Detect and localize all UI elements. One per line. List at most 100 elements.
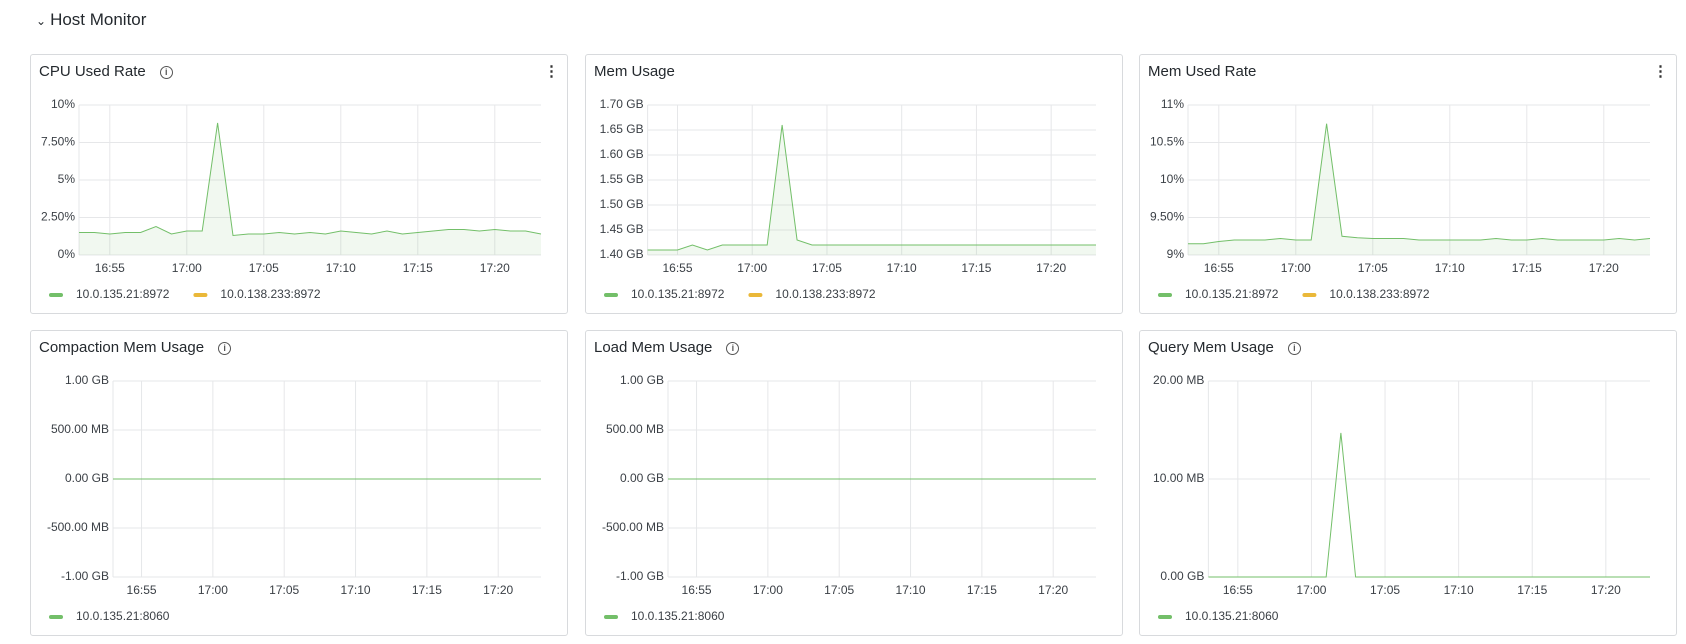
- panel: 9% 9.50% 10% 10.5% 11% 16:55 17:00 17:05 17:10 17…: [1139, 54, 1677, 314]
- legend-label[interactable]: 10.0.138.233:8972: [775, 287, 875, 301]
- panel-title: Mem Used Rate: [1148, 63, 1257, 80]
- y-tick-label: 0%: [58, 247, 76, 261]
- area: [647, 125, 1096, 255]
- y-tick-label: 11%: [1161, 97, 1184, 111]
- x-tick-label: 16:55: [682, 583, 712, 597]
- panel: -1.00 GB -500.00 MB 0.00 GB 500.00 MB 1.00 G…: [585, 330, 1123, 636]
- info-icon[interactable]: i: [218, 342, 232, 355]
- x-tick-label: 17:05: [249, 261, 279, 275]
- line: [1208, 432, 1650, 578]
- y-tick-label: 10%: [51, 97, 75, 111]
- y-tick-label: 500.00 MB: [606, 422, 664, 436]
- y-tick-label: 1.55 GB: [600, 172, 644, 186]
- legend-label[interactable]: 10.0.135.21:8972: [631, 287, 725, 301]
- x-tick-label: 17:15: [403, 261, 433, 275]
- line: [79, 122, 542, 237]
- y-tick-label: 500.00 MB: [51, 422, 109, 436]
- panel: -1.00 GB -500.00 MB 0.00 GB 500.00 MB 1.00 G…: [30, 330, 568, 636]
- legend-swatch: [748, 293, 763, 297]
- x-tick-label: 17:15: [412, 583, 442, 597]
- legend-swatch: [604, 615, 618, 619]
- panel-menu[interactable]: ⋮: [1653, 63, 1668, 80]
- y-tick-label: 0.00 GB: [65, 471, 109, 485]
- x-tick-label: 17:10: [1444, 583, 1474, 597]
- panel-header: Mem Used Rate: [1148, 63, 1256, 80]
- legend-label[interactable]: 10.0.135.21:8060: [1185, 609, 1279, 623]
- y-tick-label: 1.00 GB: [65, 373, 109, 387]
- x-tick-label: 17:05: [812, 261, 842, 275]
- x-tick-label: 17:20: [1038, 583, 1068, 597]
- chart: -1.00 GB -500.00 MB 0.00 GB 500.00 MB 1.00 G…: [602, 373, 1096, 623]
- x-tick-label: 17:00: [1281, 261, 1311, 275]
- y-tick-label: 20.00 MB: [1153, 373, 1204, 387]
- x-tick-label: 17:00: [172, 261, 202, 275]
- legend-swatch: [604, 293, 618, 297]
- x-tick-label: 17:05: [824, 583, 854, 597]
- legend-label[interactable]: 10.0.135.21:8972: [76, 287, 170, 301]
- x-tick-label: 17:15: [1512, 261, 1542, 275]
- x-tick-label: 17:00: [198, 583, 228, 597]
- legend-swatch: [1158, 615, 1172, 619]
- y-tick-label: 1.65 GB: [600, 122, 644, 136]
- y-tick-label: 10%: [1160, 172, 1184, 186]
- panel-header: Compaction Mem Usage i: [39, 339, 232, 356]
- x-tick-label: 17:10: [896, 583, 926, 597]
- legend-label[interactable]: 10.0.138.233:8972: [220, 287, 320, 301]
- chart: 1.40 GB 1.45 GB 1.50 GB 1.55 GB 1.60 GB 1.65 …: [600, 97, 1096, 301]
- x-tick-label: 16:55: [127, 583, 157, 597]
- panel-title: Load Mem Usage: [594, 339, 713, 356]
- y-tick-label: -500.00 MB: [47, 520, 109, 534]
- x-tick-label: 17:10: [326, 261, 356, 275]
- x-tick-label: 17:20: [483, 583, 513, 597]
- y-tick-label: 1.50 GB: [600, 197, 644, 211]
- info-icon[interactable]: i: [726, 342, 740, 355]
- legend-label[interactable]: 10.0.135.21:8060: [631, 609, 725, 623]
- panel-header: Query Mem Usage i: [1148, 339, 1301, 356]
- panel-header: CPU Used Rate i: [39, 63, 173, 80]
- panel: 0% 2.50% 5% 7.50% 10% 16:55 17:00 17:05 17:10 17:…: [30, 54, 568, 314]
- chart: -1.00 GB -500.00 MB 0.00 GB 500.00 MB 1.00 G…: [47, 373, 541, 623]
- chevron[interactable]: ⌄: [36, 14, 47, 28]
- y-tick-label: 10.00 MB: [1153, 471, 1204, 485]
- y-tick-label: -1.00 GB: [616, 569, 664, 583]
- x-tick-label: 17:20: [1591, 583, 1621, 597]
- x-tick-label: 17:15: [961, 261, 991, 275]
- legend-label[interactable]: 10.0.135.21:8972: [1185, 287, 1279, 301]
- y-tick-label: 0.00 GB: [620, 471, 664, 485]
- y-tick-label: 10.5%: [1150, 135, 1184, 149]
- x-tick-label: 17:10: [887, 261, 917, 275]
- legend-swatch: [49, 615, 63, 619]
- y-tick-label: 1.45 GB: [600, 222, 644, 236]
- chart: 9% 9.50% 10% 10.5% 11% 16:55 17:00 17:05 17:10 17…: [1150, 97, 1651, 301]
- x-tick-label: 17:00: [1296, 583, 1326, 597]
- info-icon[interactable]: i: [1287, 342, 1301, 355]
- y-tick-label: 1.00 GB: [620, 373, 664, 387]
- y-tick-label: 9.50%: [1150, 210, 1184, 224]
- panel-header: Load Mem Usage i: [594, 339, 740, 356]
- legend-label[interactable]: 10.0.138.233:8972: [1329, 287, 1429, 301]
- info-icon[interactable]: i: [159, 66, 173, 79]
- x-tick-label: 17:05: [1358, 261, 1388, 275]
- x-tick-label: 16:55: [95, 261, 125, 275]
- y-tick-label: 1.40 GB: [600, 247, 644, 261]
- line: [1188, 123, 1651, 245]
- chart: 0.00 GB 10.00 MB 20.00 MB 16:55 17:00 17:05 17…: [1153, 373, 1650, 623]
- x-tick-label: 17:20: [480, 261, 510, 275]
- panel: 1.40 GB 1.45 GB 1.50 GB 1.55 GB 1.60 GB 1.65 …: [585, 54, 1123, 314]
- area: [1188, 123, 1650, 255]
- x-tick-label: 17:10: [1435, 261, 1465, 275]
- y-tick-label: -1.00 GB: [61, 569, 109, 583]
- y-tick-label: 5%: [58, 172, 76, 186]
- panel-title: CPU Used Rate: [39, 63, 146, 80]
- x-tick-label: 16:55: [1223, 583, 1253, 597]
- chart: 0% 2.50% 5% 7.50% 10% 16:55 17:00 17:05 17:10 17:…: [41, 97, 542, 301]
- section-header[interactable]: ⌄ Host Monitor: [36, 10, 146, 30]
- y-tick-label: 1.60 GB: [600, 147, 644, 161]
- y-tick-label: 9%: [1167, 247, 1185, 261]
- legend-label[interactable]: 10.0.135.21:8060: [76, 609, 170, 623]
- panel-menu[interactable]: ⋮: [544, 63, 559, 80]
- panel-header: Mem Usage: [594, 63, 675, 80]
- y-tick-label: 1.70 GB: [600, 97, 644, 111]
- panel: 0.00 GB 10.00 MB 20.00 MB 16:55 17:00 17:05 17…: [1139, 330, 1677, 636]
